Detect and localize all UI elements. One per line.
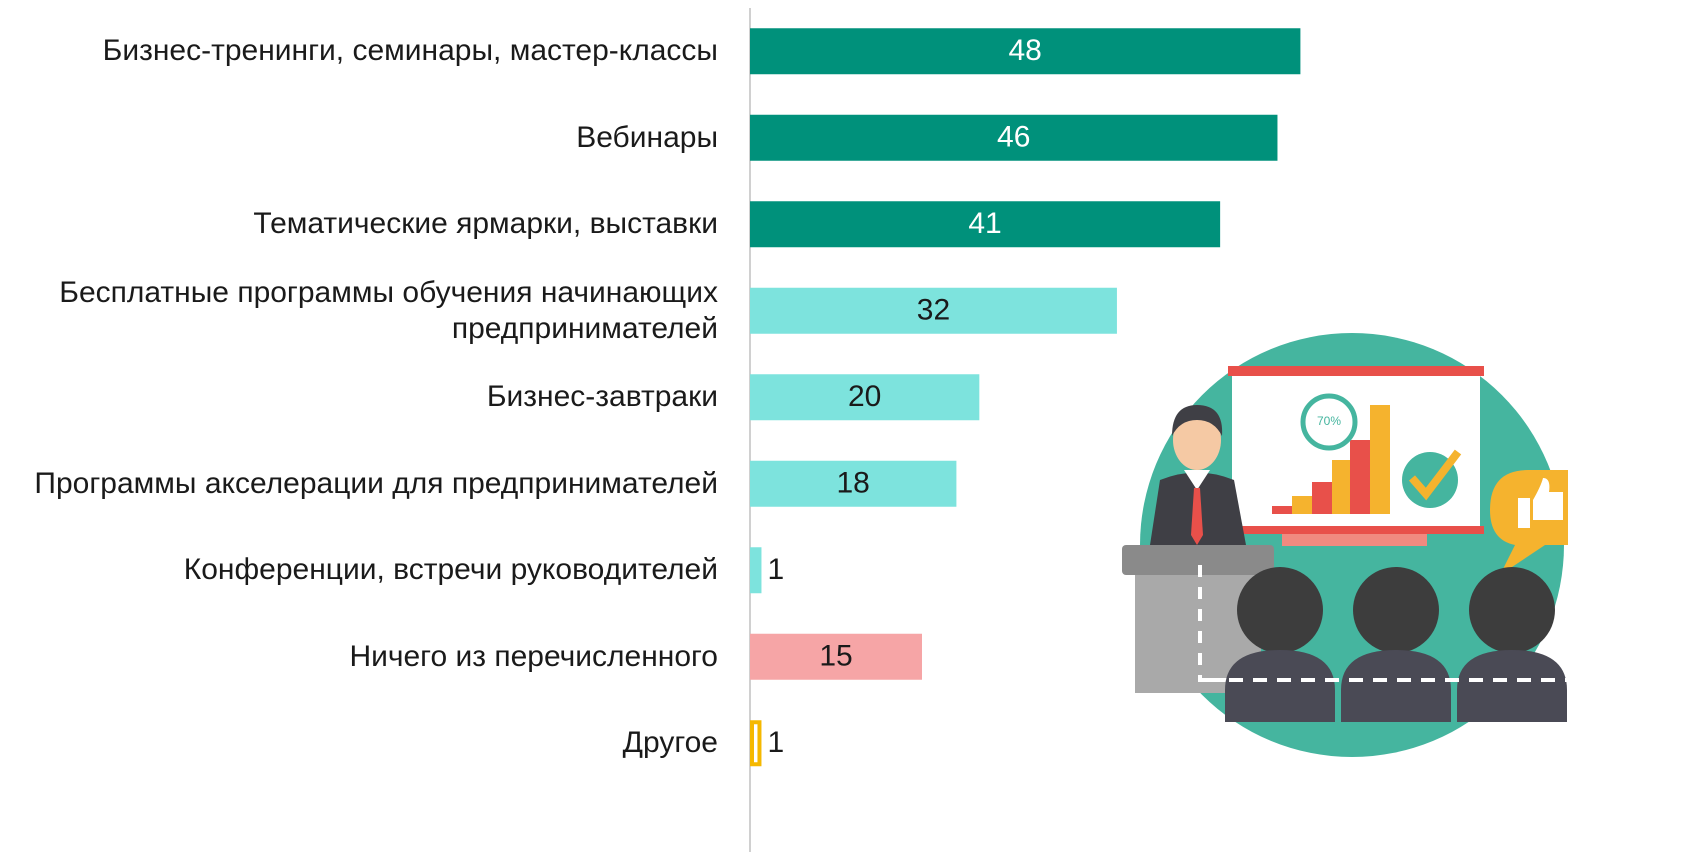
bar [752,722,759,764]
value-label: 46 [997,121,1030,154]
audience-head [1353,567,1439,653]
board-top [1228,366,1484,376]
board-base [1282,534,1427,546]
category-label: Вебинары [0,120,718,156]
value-label: 20 [848,380,881,413]
audience-head [1237,567,1323,653]
board-bottom [1240,526,1484,534]
value-label: 1 [767,726,784,759]
category-label: Бизнес-тренинги, семинары, мастер-классы [0,33,718,69]
illustration: 70% [1122,333,1568,757]
value-label: 32 [917,294,950,327]
page: 48 46 41 32 20 18 1 15 1 70% [0,0,1703,852]
value-label: 41 [968,207,1001,240]
value-label: 18 [837,467,870,500]
category-label: Программы акселерации для предпринимател… [0,466,718,502]
board-bar [1272,506,1292,514]
category-label: Ничего из перечисленного [0,639,718,675]
category-label: Другое [0,725,718,761]
audience-body [1457,650,1567,722]
audience-body [1341,650,1451,722]
bar [750,547,761,593]
board-bar [1292,496,1312,514]
board-bar [1370,405,1390,514]
audience-body [1225,650,1335,722]
value-label: 48 [1009,34,1042,67]
category-label: Бесплатные программы обучения начинающих… [0,275,718,347]
category-label: Тематические ярмарки, выставки [0,206,718,242]
board-bar [1332,460,1352,514]
badge-text: 70% [1317,414,1341,428]
board-bar [1312,482,1332,514]
value-label: 15 [819,640,852,673]
category-label: Конференции, встречи руководителей [0,552,718,588]
board-bar [1350,440,1370,514]
category-label: Бизнес-завтраки [0,379,718,415]
value-label: 1 [767,553,784,586]
audience-head [1469,567,1555,653]
